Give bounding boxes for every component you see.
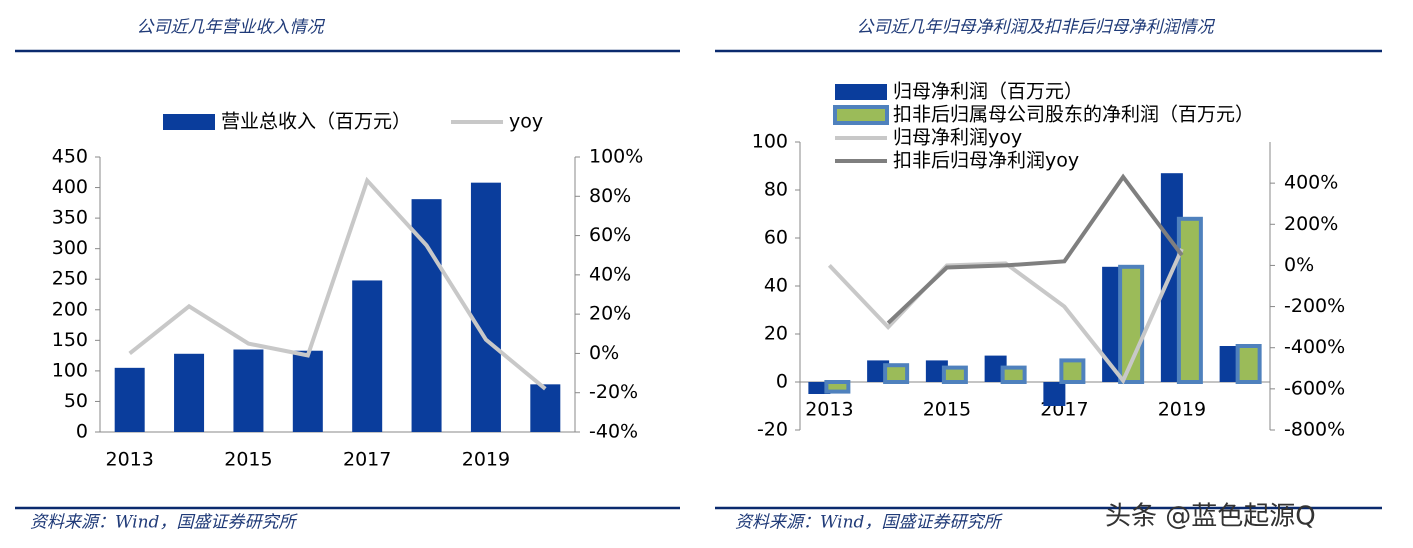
bar: [233, 349, 264, 432]
legend-swatch: [833, 105, 889, 125]
legend-label: yoy: [509, 111, 543, 133]
line: [128, 176, 547, 391]
bar: [1059, 358, 1086, 384]
y2-tick-label: 80%: [589, 185, 631, 207]
y-tick-label: 100: [752, 131, 788, 153]
bar: [411, 199, 442, 432]
y-tick-label: 250: [52, 268, 88, 290]
y2-tick-label: 0%: [589, 342, 619, 364]
y2-tick-label: 200%: [1284, 213, 1338, 235]
x-tick-label: 2013: [805, 399, 853, 421]
y2-tick-label: 20%: [589, 303, 631, 325]
x-tick-label: 2013: [106, 449, 154, 471]
y-tick-label: 0: [76, 421, 88, 443]
x-tick-label: 2019: [462, 449, 510, 471]
y2-tick-label: -600%: [1284, 377, 1345, 399]
y2-tick-label: -800%: [1284, 419, 1345, 441]
y-tick-label: 50: [64, 390, 88, 412]
y2-tick-label: -200%: [1284, 295, 1345, 317]
y-tick-label: 150: [52, 329, 88, 351]
y2-tick-label: 0%: [1284, 254, 1314, 276]
y-tick-label: 60: [764, 227, 788, 249]
legend-label: 归母净利润（百万元）: [893, 81, 1083, 103]
bar: [470, 182, 501, 432]
y-tick-label: 20: [764, 323, 788, 345]
bar: [824, 380, 851, 394]
line: [827, 248, 1184, 385]
bar: [292, 350, 323, 432]
y-tick-label: 300: [52, 237, 88, 259]
legend-label: 扣非后归母净利润yoy: [893, 150, 1079, 172]
bar: [530, 384, 561, 432]
y2-tick-label: -20%: [589, 381, 638, 403]
chart-title: 公司近几年归母净利润及扣非后归母净利润情况: [857, 18, 1216, 38]
chart-title: 公司近几年营业收入情况: [137, 18, 326, 38]
x-tick-label: 2015: [923, 399, 971, 421]
y-tick-label: 400: [52, 176, 88, 198]
bar: [941, 365, 968, 385]
x-tick-label: 2015: [224, 449, 272, 471]
legend-label: 归母净利润yoy: [893, 127, 1022, 149]
y2-tick-label: -400%: [1284, 336, 1345, 358]
legend-label: 扣非后归属母公司股东的净利润（百万元）: [893, 104, 1254, 126]
watermark: 头条 @蓝色起源Q: [1105, 502, 1316, 532]
y-tick-label: 40: [764, 275, 788, 297]
y2-tick-label: 40%: [589, 263, 631, 285]
legend-swatch: [835, 84, 887, 100]
source: 资料来源：Wind，国盛证券研究所: [735, 513, 1003, 533]
bar: [1000, 365, 1027, 385]
bar: [174, 353, 205, 432]
y2-tick-label: 400%: [1284, 172, 1338, 194]
y-tick-label: -20: [757, 419, 788, 441]
legend-swatch: [163, 114, 215, 130]
bar: [352, 280, 383, 432]
bar: [883, 363, 910, 385]
y2-tick-label: 60%: [589, 224, 631, 246]
x-tick-label: 2019: [1158, 399, 1206, 421]
source: 资料来源：Wind，国盛证券研究所: [30, 513, 298, 533]
y-tick-label: 80: [764, 179, 788, 201]
y2-tick-label: 100%: [589, 146, 643, 168]
legend-label: 营业总收入（百万元）: [221, 111, 411, 133]
bar: [114, 367, 145, 432]
y-tick-label: 200: [52, 298, 88, 320]
y-tick-label: 100: [52, 359, 88, 381]
y-tick-label: 450: [52, 146, 88, 168]
x-tick-label: 2017: [343, 449, 391, 471]
y2-tick-label: -40%: [589, 421, 638, 443]
bar: [1176, 216, 1203, 384]
y-tick-label: 350: [52, 207, 88, 229]
bar: [1043, 382, 1066, 406]
y-tick-label: 0: [776, 371, 788, 393]
line: [886, 173, 1184, 325]
bar: [1235, 344, 1262, 384]
